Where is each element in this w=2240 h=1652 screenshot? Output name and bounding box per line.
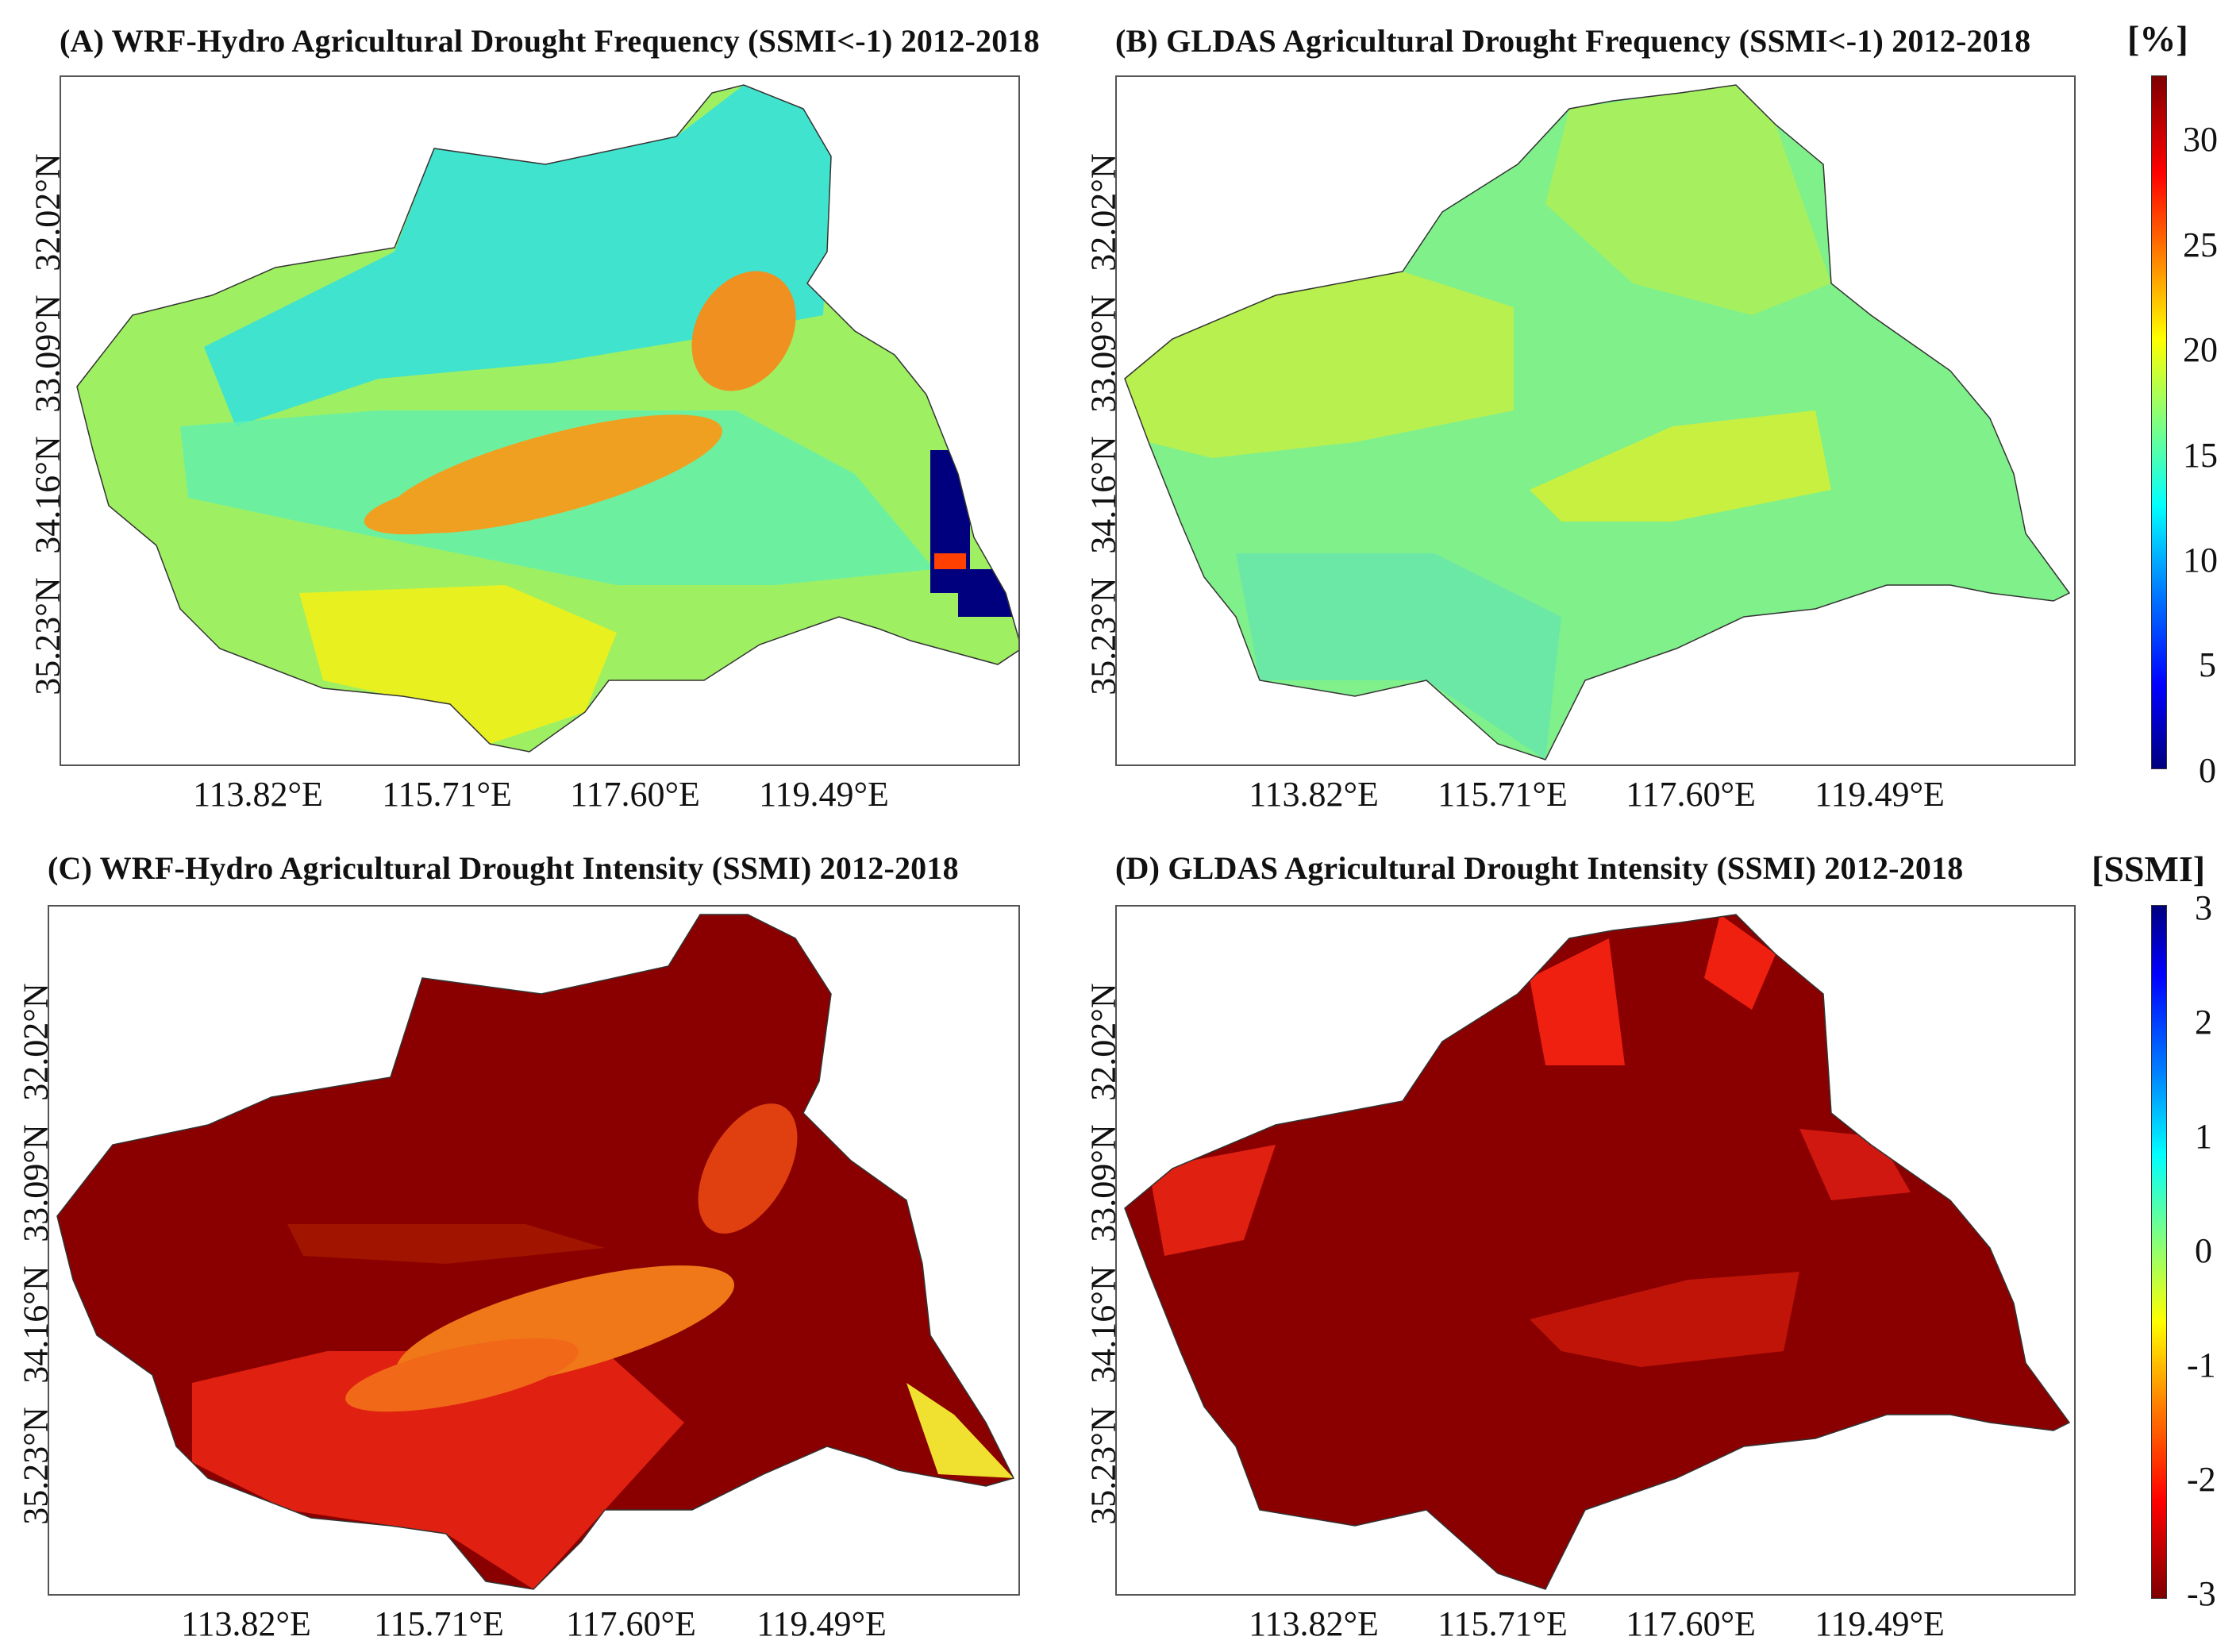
colorbar-frequency-tick-30: 30 [2183,120,2218,159]
y-tick-d-2: 33.09°N [1083,1124,1123,1242]
x-tick-b-4: 119.49°E [1815,775,1945,814]
y-tick-d-3: 34.16°N [1083,1265,1123,1384]
x-tick-c-1: 113.82°E [181,1604,311,1643]
y-tick-a-2: 33.09°N [28,295,67,413]
colorbar-frequency-unit: [%] [2127,18,2188,59]
colorbar-intensity-tick-neg3: -3 [2187,1574,2216,1613]
colorbar-intensity-unit: [SSMI] [2092,849,2206,889]
y-tick-b-4: 35.23°N [1083,577,1123,695]
colorbar-intensity-tick-neg2: -2 [2187,1460,2216,1499]
y-tick-a-3: 34.16°N [28,436,67,554]
x-tick-a-4: 119.49°E [759,775,889,814]
colorbar-frequency [2151,75,2167,769]
y-tick-a-4: 35.23°N [28,577,67,695]
colorbar-intensity [2151,905,2167,1599]
colorbar-intensity-tick-1: 1 [2195,1117,2212,1156]
map-panel-c [48,905,1020,1596]
x-tick-b-3: 117.60°E [1626,775,1756,814]
y-tick-c-4: 35.23°N [16,1407,56,1525]
colorbar-frequency-tick-0: 0 [2199,751,2216,790]
map-panel-b [1115,75,2076,766]
x-tick-a-3: 117.60°E [570,775,700,814]
y-tick-b-3: 34.16°N [1083,436,1123,554]
map-panel-a [60,75,1020,766]
x-tick-c-2: 115.71°E [374,1604,504,1643]
panel-d-title: (D) GLDAS Agricultural Drought Intensity… [1115,850,1964,886]
x-tick-a-2: 115.71°E [382,775,512,814]
colorbar-intensity-tick-neg1: -1 [2187,1346,2216,1384]
colorbar-frequency-tick-5: 5 [2199,645,2216,684]
map-b-svg [1124,84,2070,761]
x-tick-b-2: 115.71°E [1438,775,1568,814]
x-tick-b-1: 113.82°E [1249,775,1379,814]
panel-c-title: (C) WRF-Hydro Agricultural Drought Inten… [48,850,959,886]
colorbar-intensity-tick-0: 0 [2195,1231,2212,1270]
x-tick-d-4: 119.49°E [1815,1604,1945,1643]
x-tick-c-3: 117.60°E [566,1604,696,1643]
colorbar-frequency-tick-10: 10 [2183,541,2218,580]
map-c-svg [56,914,1014,1590]
y-tick-c-1: 32.02°N [16,983,56,1101]
panel-b-title: (B) GLDAS Agricultural Drought Frequency… [1115,23,2031,59]
colorbar-intensity-tick-2: 2 [2195,1003,2212,1042]
colorbar-frequency-tick-15: 15 [2183,436,2218,475]
x-tick-d-1: 113.82°E [1249,1604,1379,1643]
y-tick-b-1: 32.02°N [1083,153,1123,271]
y-tick-b-2: 33.09°N [1083,295,1123,413]
panel-a-title: (A) WRF-Hydro Agricultural Drought Frequ… [60,23,1040,59]
colorbar-frequency-tick-20: 20 [2183,330,2218,369]
colorbar-frequency-tick-25: 25 [2183,225,2218,264]
x-tick-d-2: 115.71°E [1438,1604,1568,1643]
x-tick-a-1: 113.82°E [193,775,323,814]
y-tick-d-4: 35.23°N [1083,1407,1123,1525]
y-tick-a-1: 32.02°N [28,153,67,271]
map-a-svg [76,84,1018,753]
map-panel-d [1115,905,2076,1596]
y-tick-c-2: 33.09°N [16,1124,56,1242]
x-tick-d-3: 117.60°E [1626,1604,1756,1643]
y-tick-c-3: 34.16°N [16,1265,56,1384]
colorbar-intensity-tick-3: 3 [2195,888,2212,927]
y-tick-d-1: 32.02°N [1083,983,1123,1101]
map-d-svg [1124,914,2070,1590]
x-tick-c-4: 119.49°E [756,1604,887,1643]
